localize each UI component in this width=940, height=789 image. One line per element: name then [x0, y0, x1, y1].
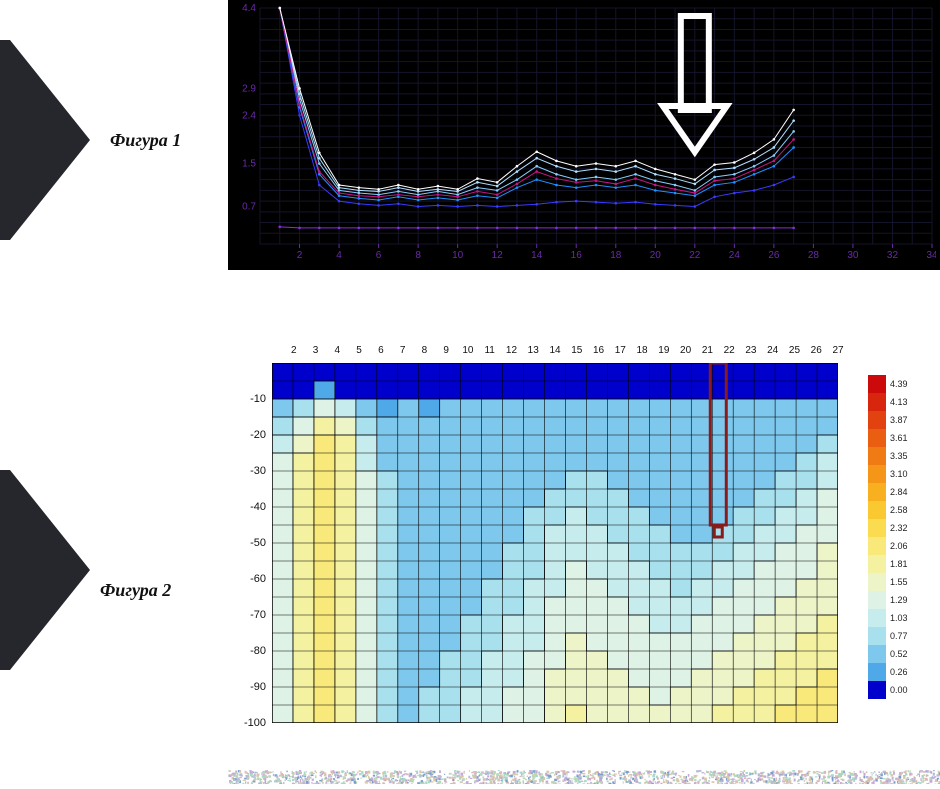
decor-arrow-2 [0, 470, 100, 670]
svg-text:2: 2 [297, 250, 303, 261]
svg-text:22: 22 [689, 250, 701, 261]
svg-text:1.5: 1.5 [242, 159, 256, 170]
figure1-chart: 0.71.52.42.94.42468101214161820222426283… [228, 0, 940, 270]
svg-text:18: 18 [610, 250, 622, 261]
noise-strip [228, 770, 940, 784]
figure2-label: Фигура 2 [100, 580, 171, 601]
svg-text:14: 14 [531, 250, 543, 261]
svg-text:12: 12 [492, 250, 504, 261]
svg-text:8: 8 [415, 250, 421, 261]
svg-text:10: 10 [452, 250, 464, 261]
figure2-chart: 2345678910111213141516171819202122232425… [228, 345, 940, 745]
figure1-label: Фигура 1 [110, 130, 181, 151]
svg-text:26: 26 [768, 250, 780, 261]
svg-text:30: 30 [847, 250, 859, 261]
svg-text:16: 16 [571, 250, 583, 261]
svg-text:4.4: 4.4 [242, 4, 256, 14]
svg-text:2.4: 2.4 [242, 110, 256, 121]
svg-text:20: 20 [650, 250, 662, 261]
svg-text:24: 24 [729, 250, 741, 261]
svg-text:34: 34 [926, 250, 936, 261]
svg-text:32: 32 [887, 250, 899, 261]
svg-text:0.7: 0.7 [242, 201, 256, 212]
svg-text:2.9: 2.9 [242, 83, 256, 94]
decor-arrow-1 [0, 40, 100, 240]
svg-text:28: 28 [808, 250, 820, 261]
svg-text:4: 4 [336, 250, 342, 261]
svg-text:6: 6 [376, 250, 382, 261]
